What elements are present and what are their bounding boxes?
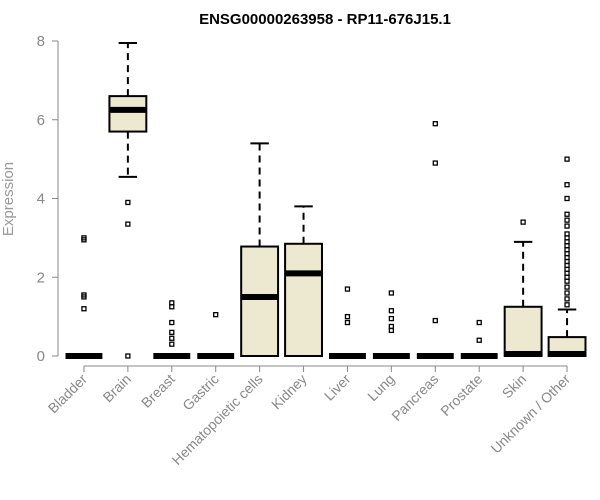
outlier-point — [344, 319, 351, 326]
box-iqr — [284, 242, 323, 357]
x-tick-label: Skin — [499, 371, 530, 402]
box-lung — [372, 290, 410, 359]
outlier-point — [564, 195, 570, 202]
outlier-point — [564, 211, 570, 217]
outlier-point — [169, 300, 175, 306]
box-series — [65, 41, 587, 359]
x-tick-label: Kidney — [268, 371, 310, 413]
outlier-point — [169, 341, 175, 347]
x-tick-label: Breast — [138, 371, 178, 411]
y-axis-label: Expression — [0, 162, 17, 236]
outlier-point — [125, 221, 131, 227]
box-hematopoietic-cells — [240, 142, 280, 358]
box-bladder — [65, 235, 103, 359]
y-tick-label: 0 — [37, 348, 45, 365]
box-brain — [108, 41, 148, 359]
outlier-point — [564, 217, 570, 223]
outlier-point — [564, 296, 570, 302]
outlier-point — [388, 323, 395, 330]
outlier-point — [125, 353, 131, 359]
box-gastric — [197, 312, 235, 359]
x-tick-label: Prostate — [437, 371, 485, 419]
outlier-point — [432, 317, 438, 324]
outlier-point — [564, 223, 570, 229]
outlier-point — [344, 313, 351, 320]
outlier-point — [125, 199, 131, 206]
outlier-point — [169, 319, 175, 326]
outlier-point — [564, 156, 570, 162]
box-iqr — [108, 95, 148, 133]
y-tick-label: 6 — [37, 112, 45, 129]
outlier-point — [169, 329, 175, 336]
outlier-point — [81, 292, 87, 298]
outlier-point — [564, 284, 570, 290]
box-iqr — [240, 245, 280, 358]
box-breast — [153, 300, 191, 359]
box-prostate — [460, 319, 498, 359]
x-tick-label: Bladder — [45, 371, 91, 417]
outlier-point — [432, 121, 438, 127]
box-iqr — [503, 305, 543, 357]
outlier-point — [564, 302, 570, 308]
box-kidney — [284, 205, 323, 357]
chart-title: ENSG00000263958 - RP11-676J15.1 — [199, 11, 451, 28]
box-pancreas — [416, 121, 454, 359]
outlier-point — [476, 337, 482, 343]
box-skin — [503, 219, 543, 358]
y-tick-label: 2 — [37, 269, 45, 286]
outlier-point — [476, 319, 482, 326]
x-tick-label: Brain — [100, 371, 134, 405]
outlier-point — [564, 290, 570, 296]
outlier-point — [213, 312, 219, 318]
outlier-point — [564, 231, 570, 237]
outlier-point — [169, 335, 175, 341]
outlier-point — [388, 315, 395, 322]
outlier-point — [564, 182, 570, 188]
y-tick-label: 8 — [37, 33, 45, 50]
box-liver — [329, 286, 366, 359]
x-tick-label: Unknown / Other — [488, 371, 574, 457]
outlier-point — [388, 308, 395, 314]
outlier-point — [81, 306, 87, 312]
outlier-point — [520, 219, 526, 225]
x-tick-label: Liver — [321, 371, 354, 404]
x-tick-label: Gastric — [179, 371, 222, 414]
x-tick-label: Lung — [364, 371, 397, 404]
y-axis: 0 2 4 6 8 — [37, 33, 59, 365]
box-unknown-other — [547, 156, 587, 358]
outlier-point — [81, 235, 87, 241]
y-tick-label: 4 — [37, 191, 45, 208]
outlier-point — [432, 160, 438, 166]
x-tick-label: Pancreas — [388, 371, 441, 424]
outlier-point — [344, 286, 351, 292]
outlier-point — [388, 290, 395, 296]
